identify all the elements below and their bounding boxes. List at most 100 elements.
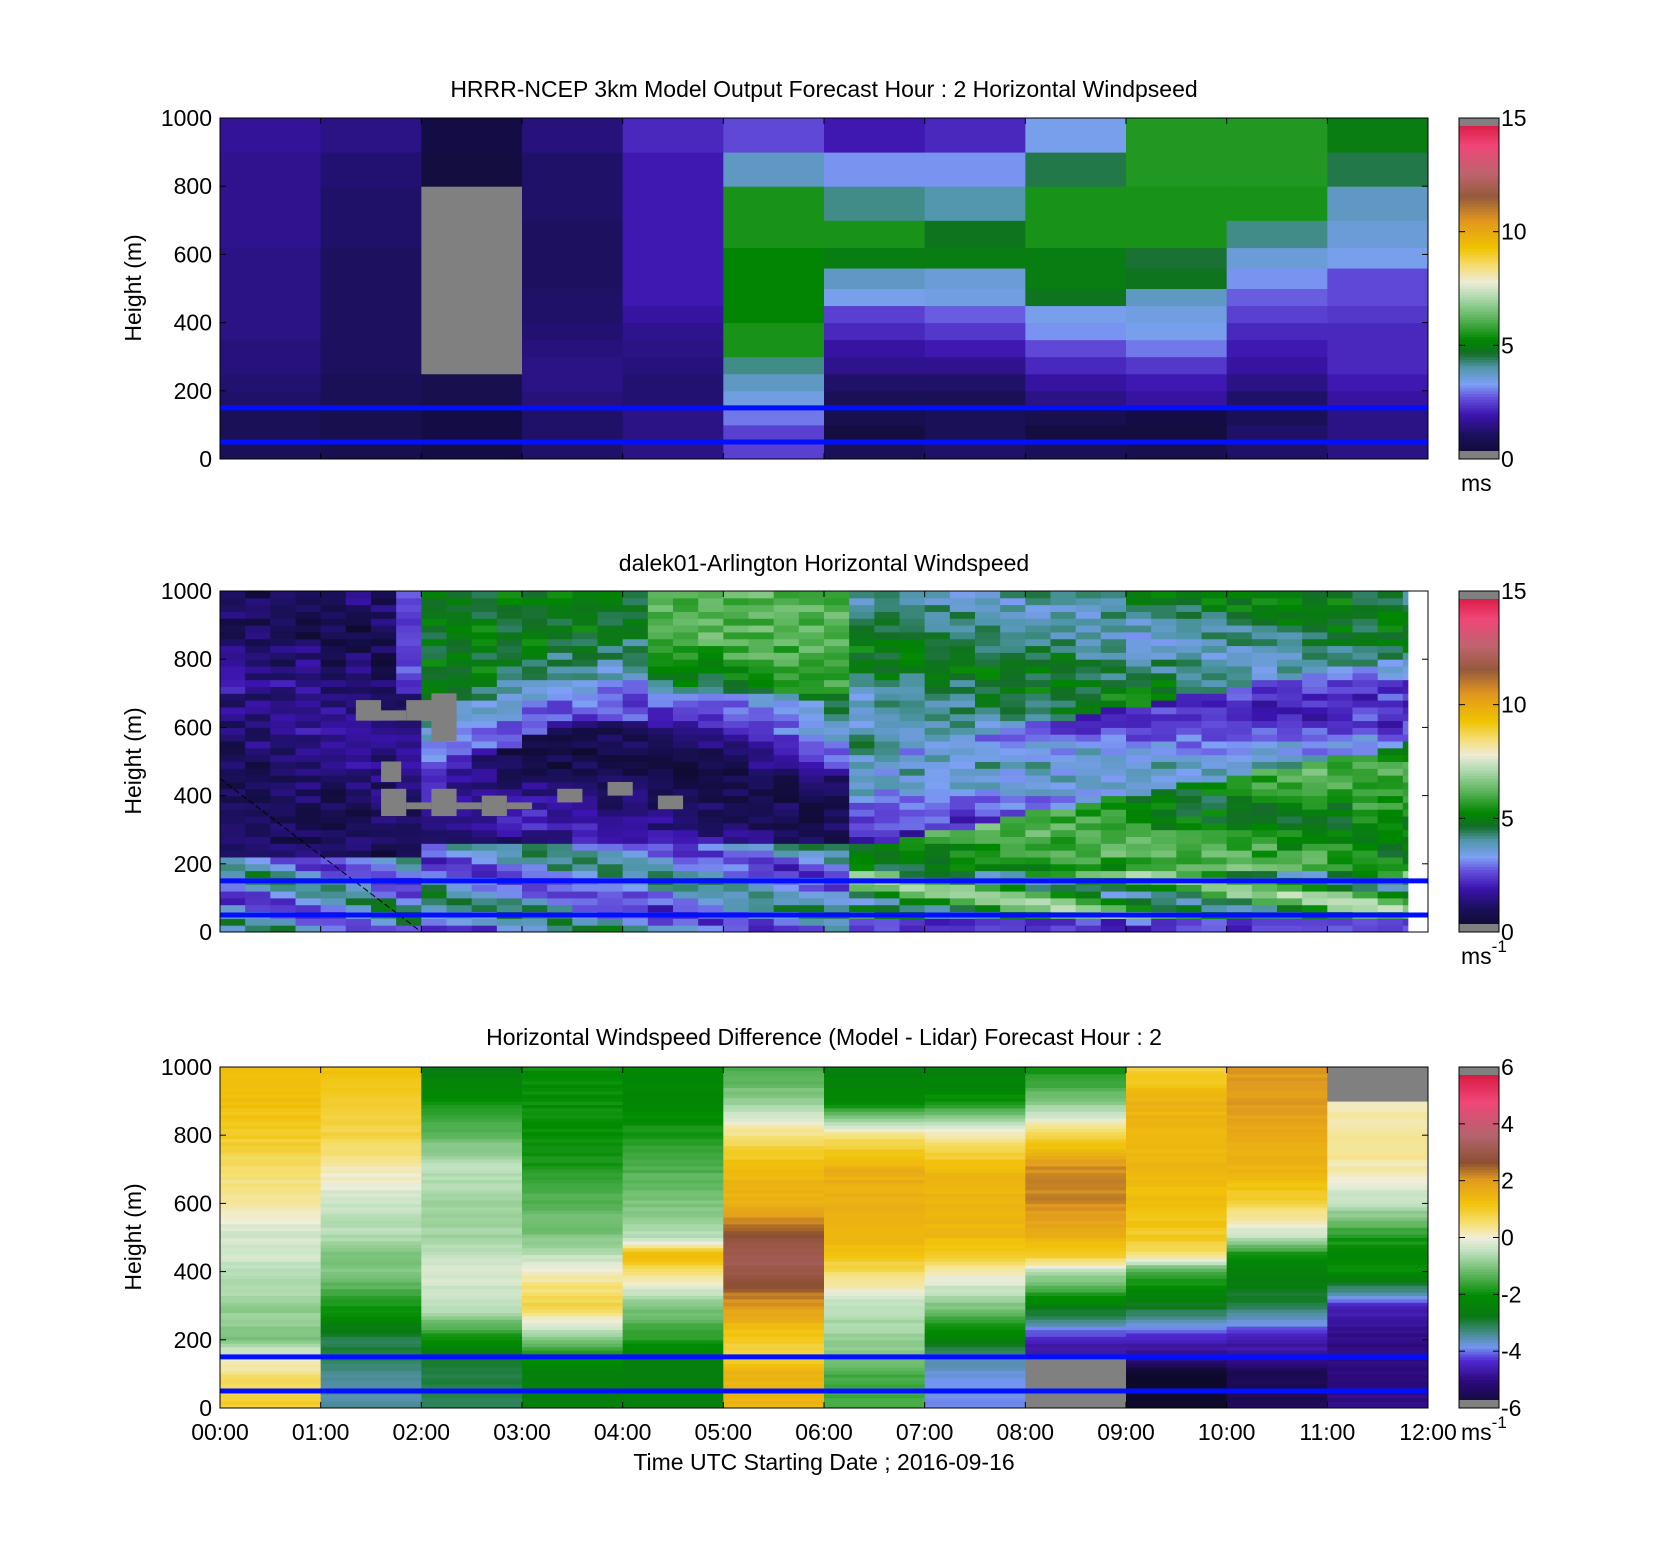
lidar-cell: [1302, 679, 1328, 687]
lidar-cell: [1000, 713, 1026, 722]
lidar-cell: [446, 720, 473, 728]
colorbar-missing-swatch: [1459, 451, 1499, 459]
colorbar-missing-swatch: [1459, 1067, 1499, 1075]
lidar-cell: [1176, 591, 1202, 599]
lidar-cell: [471, 625, 498, 633]
difference-cell: [924, 1336, 1026, 1341]
lidar-cell: [371, 686, 397, 694]
lidar-cell: [1226, 591, 1253, 599]
lidar-cell: [1402, 795, 1409, 803]
lidar-cell: [949, 795, 976, 803]
difference-cell: [220, 1370, 322, 1375]
model-cell: [421, 424, 523, 443]
difference-cell: [1226, 1182, 1328, 1187]
lidar-cell: [396, 843, 422, 851]
lidar-cell: [1277, 775, 1303, 783]
lidar-cell: [673, 700, 699, 708]
lidar-cell: [547, 822, 573, 831]
lidar-cell: [446, 727, 473, 735]
lidar-cell: [245, 843, 271, 851]
lidar-cell: [1201, 897, 1228, 906]
lidar-cell: [421, 822, 447, 831]
lidar-cell: [622, 652, 649, 660]
difference-cell: [1327, 1073, 1428, 1078]
lidar-cell: [1075, 625, 1102, 633]
lidar-cell: [773, 638, 800, 647]
lidar-cell: [1176, 850, 1202, 858]
lidar-cell: [924, 761, 951, 769]
lidar-cell: [371, 884, 397, 892]
lidar-cell: [371, 904, 397, 913]
colorbar-swatch: [1459, 1143, 1499, 1148]
lidar-cell: [245, 816, 271, 824]
lidar-cell: [1226, 625, 1253, 633]
lidar-cell: [371, 672, 397, 681]
difference-cell: [320, 1343, 422, 1348]
difference-cell: [723, 1097, 825, 1102]
lidar-cell: [421, 638, 447, 647]
lidar-cell: [1352, 686, 1379, 694]
difference-cell: [220, 1367, 322, 1371]
lidar-cell: [522, 809, 548, 817]
difference-cell: [723, 1148, 825, 1153]
lidar-cell: [1126, 693, 1152, 701]
difference-cell: [622, 1298, 724, 1303]
difference-cell: [1327, 1230, 1428, 1235]
lidar-cell: [1251, 904, 1278, 913]
lidar-cell: [1176, 816, 1202, 824]
difference-cell: [1327, 1254, 1428, 1259]
lidar-cell: [723, 618, 749, 626]
lidar-cell: [597, 666, 624, 674]
lidar-cell: [949, 747, 976, 756]
difference-cell: [723, 1169, 825, 1174]
difference-cell: [824, 1281, 926, 1286]
colorbar-tick-label: 2: [1501, 1168, 1514, 1194]
lidar-cell: [824, 686, 850, 694]
lidar-cell: [446, 741, 473, 749]
lidar-cell: [1025, 741, 1051, 749]
lidar-cell: [320, 754, 347, 762]
lidar-cell: [1302, 850, 1328, 858]
lidar-cell: [975, 775, 1001, 783]
lidar-cell: [295, 706, 322, 715]
model-cell: [924, 339, 1026, 358]
difference-cell: [1025, 1298, 1127, 1303]
difference-cell: [1327, 1370, 1428, 1375]
lidar-cell: [1100, 761, 1127, 769]
difference-cell: [220, 1329, 322, 1334]
colorbar-swatch: [1459, 1282, 1499, 1287]
lidar-cell: [597, 734, 624, 742]
lidar-cell: [421, 672, 447, 681]
difference-cell: [1126, 1397, 1228, 1402]
y-tick-label: 200: [174, 378, 212, 404]
lidar-cell: [1327, 631, 1353, 640]
lidar-cell: [673, 850, 699, 858]
lidar-cell: [849, 611, 875, 619]
lidar-cell: [1251, 870, 1278, 878]
difference-cell: [924, 1111, 1026, 1116]
lidar-cell: [597, 891, 624, 899]
colorbar-swatch: [1459, 140, 1499, 145]
lidar-cell: [798, 638, 825, 647]
lidar-cell: [547, 863, 573, 872]
lidar-cell: [748, 884, 775, 892]
difference-cell: [220, 1101, 322, 1106]
colorbar-swatch: [1459, 149, 1499, 153]
lidar-cell: [1100, 713, 1127, 722]
lidar-cell: [345, 611, 372, 619]
colorbar-swatch: [1459, 1322, 1499, 1327]
difference-cell: [522, 1172, 624, 1177]
lidar-cell: [1377, 679, 1404, 687]
lidar-cell: [1251, 604, 1278, 612]
difference-cell: [824, 1107, 926, 1112]
lidar-cell: [597, 775, 624, 783]
difference-cell: [320, 1152, 422, 1157]
lidar-cell: [446, 631, 473, 640]
colorbar-swatch: [1459, 610, 1499, 615]
model-cell: [320, 305, 422, 324]
lidar-cell: [547, 625, 573, 633]
lidar-cell: [396, 768, 422, 776]
lidar-cell: [798, 891, 825, 899]
difference-cell: [421, 1193, 523, 1198]
lidar-cell: [1151, 891, 1177, 899]
